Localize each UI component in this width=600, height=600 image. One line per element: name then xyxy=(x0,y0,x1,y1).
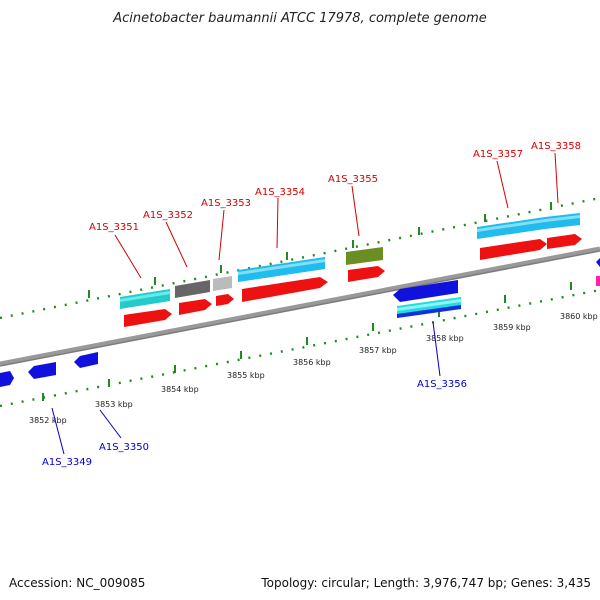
gene-feature-edge[interactable] xyxy=(596,276,600,286)
ruler-label: 3854 kbp xyxy=(161,385,199,394)
gene-label-top[interactable]: A1S_3358 xyxy=(531,141,581,152)
ruler-label: 3859 kbp xyxy=(493,323,531,332)
genome-title: Acinetobacter baumannii ATCC 17978, comp… xyxy=(112,11,487,26)
genome-summary-text: Topology: circular; Length: 3,976,747 bp… xyxy=(261,576,591,590)
ruler-label: 3852 kbp xyxy=(29,416,67,425)
gene-label-top[interactable]: A1S_3352 xyxy=(143,210,193,221)
accession-text: Accession: NC_009085 xyxy=(9,576,146,590)
genome-backbone-shadow xyxy=(0,250,600,367)
cds-arrow-reverse[interactable] xyxy=(0,371,14,387)
gene-feature-a1s-3353[interactable] xyxy=(213,276,232,291)
gene-label-bottom[interactable]: A1S_3349 xyxy=(42,457,92,468)
forward-cds xyxy=(124,234,582,327)
genome-backbone xyxy=(0,246,600,367)
cds-arrow[interactable] xyxy=(124,309,172,327)
cds-arrow[interactable] xyxy=(547,234,582,249)
ruler-label: 3855 kbp xyxy=(227,371,265,380)
ruler-label: 3860 kbp xyxy=(560,312,598,321)
gene-label-top[interactable]: A1S_3357 xyxy=(473,149,523,160)
forward-guide-dots xyxy=(0,196,600,320)
gene-label-top[interactable]: A1S_3354 xyxy=(255,187,305,198)
gene-label-top[interactable]: A1S_3353 xyxy=(201,198,251,209)
ruler-label: 3853 kbp xyxy=(95,400,133,409)
cds-arrow[interactable] xyxy=(179,299,212,315)
gene-label-top[interactable]: A1S_3355 xyxy=(328,174,378,185)
cds-arrow[interactable] xyxy=(480,239,547,260)
gene-label-bottom[interactable]: A1S_3356 xyxy=(417,379,467,390)
gene-feature-a1s-3352[interactable] xyxy=(175,280,210,298)
bottom-label-leaders xyxy=(51,321,441,455)
cds-arrow[interactable] xyxy=(242,277,328,302)
cds-arrow-reverse[interactable] xyxy=(596,258,600,267)
cds-arrow[interactable] xyxy=(216,294,234,306)
ruler-label: 3857 kbp xyxy=(359,346,397,355)
ruler-ticks-bottom xyxy=(42,282,572,401)
bottom-labels: A1S_3349 A1S_3350 A1S_3356 xyxy=(42,379,467,468)
gene-label-top[interactable]: A1S_3351 xyxy=(89,222,139,233)
gene-label-bottom[interactable]: A1S_3350 xyxy=(99,442,149,453)
ruler-label: 3858 kbp xyxy=(426,334,464,343)
top-labels: A1S_3351 A1S_3352 A1S_3353 A1S_3354 A1S_… xyxy=(89,141,581,233)
cds-arrow-a1s-3356[interactable] xyxy=(393,280,458,302)
forward-genes xyxy=(120,213,580,309)
cds-arrow-reverse[interactable] xyxy=(28,362,56,379)
ruler-ticks-top xyxy=(88,202,552,298)
gene-feature-a1s-3355[interactable] xyxy=(346,247,383,265)
cds-arrow-reverse[interactable] xyxy=(74,352,98,368)
ruler-label: 3856 kbp xyxy=(293,358,331,367)
reverse-genes xyxy=(0,258,600,387)
top-label-leaders xyxy=(114,152,559,279)
cds-arrow[interactable] xyxy=(348,266,385,282)
ruler-labels: 3852 kbp 3853 kbp 3854 kbp 3855 kbp 3856… xyxy=(29,312,598,425)
